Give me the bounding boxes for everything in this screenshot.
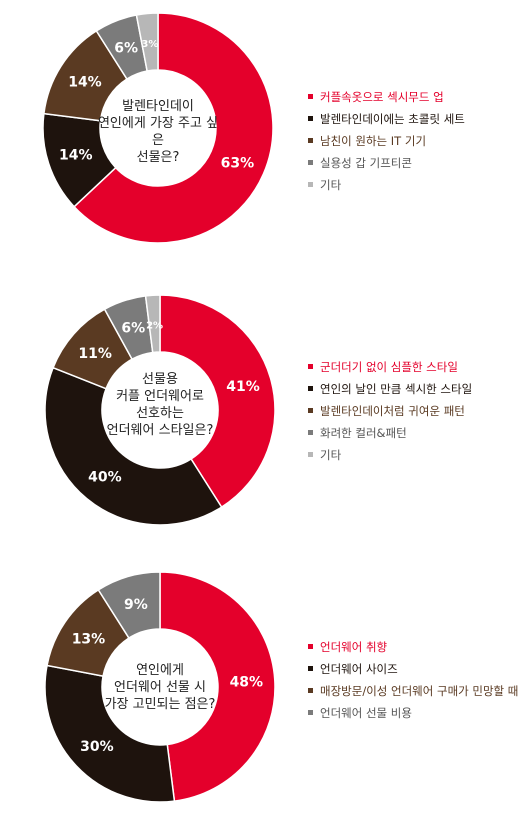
legend-label: 군더더기 없이 심플한 스타일 [320, 360, 458, 374]
slice-1-1 [73, 12, 274, 244]
slice-value-label: 14% [59, 148, 93, 164]
donut-chart-1: 63% 14% 14% 6% 3% [42, 12, 274, 244]
title-line: 연인에게 [136, 663, 184, 678]
title-line: 연인에게 가장 주고 싶은 [97, 116, 219, 148]
legend-swatch [308, 688, 313, 693]
slice-value-label: 14% [68, 75, 102, 91]
slice-2-2 [44, 366, 223, 526]
legend-item: 연인의 날인 만큼 섹시한 스타일 [308, 378, 472, 400]
slice-value-label: 30% [80, 739, 114, 755]
title-line: 커플 언더웨어로 [116, 389, 204, 404]
slice-3-4 [97, 571, 161, 640]
slice-value-label: 63% [221, 155, 255, 171]
title-line: 선물은? [136, 150, 180, 165]
legend-item: 커플속옷으로 섹시무드 업 [308, 86, 465, 108]
slice-value-label: 11% [78, 346, 112, 362]
legend-item: 기타 [308, 174, 465, 196]
title-line: 발렌타인데이 [122, 99, 194, 114]
legend-swatch [308, 138, 313, 143]
slice-value-label: 9% [124, 597, 148, 613]
legend-item: 언더웨어 선물 비용 [308, 702, 518, 724]
legend-swatch [308, 182, 313, 187]
slice-value-label: 13% [72, 631, 106, 647]
legend-item: 실용성 갑 기프티콘 [308, 152, 465, 174]
legend-label: 발렌타인데이에는 초콜릿 세트 [320, 112, 465, 126]
slice-3-2 [44, 664, 176, 803]
title-line: 가장 고민되는 점은? [104, 697, 216, 712]
legend-swatch [308, 364, 313, 369]
title-line: 언더웨어 선물 시 [114, 680, 206, 695]
legend-label: 기타 [320, 178, 342, 192]
legend-swatch [308, 666, 313, 671]
legend-label: 기타 [320, 448, 342, 462]
title-line: 언더웨어 스타일은? [106, 423, 214, 438]
legend-item: 언더웨어 취향 [308, 636, 518, 658]
legend-item: 발렌타인데이에는 초콜릿 세트 [308, 108, 465, 130]
legend-label: 실용성 갑 기프티콘 [320, 156, 412, 170]
legend-label: 매장방문/이성 언더웨어 구매가 민망할 때 [320, 684, 519, 698]
legend-swatch [308, 386, 313, 391]
slice-2-1 [159, 294, 276, 509]
donut-chart-2: 41% 40% 11% 6% 2% [44, 294, 276, 526]
slice-value-label: 3% [141, 39, 158, 50]
legend-label: 화려한 컬러&패턴 [320, 426, 407, 440]
legend-swatch [308, 430, 313, 435]
legend-item: 기타 [308, 444, 472, 466]
legend-label: 언더웨어 사이즈 [320, 662, 398, 676]
legend-swatch [308, 408, 313, 413]
legend-item: 남친이 원하는 IT 기기 [308, 130, 465, 152]
legend-item: 화려한 컬러&패턴 [308, 422, 472, 444]
legend-swatch [308, 710, 313, 715]
legend-item: 언더웨어 사이즈 [308, 658, 518, 680]
legend-label: 연인의 날인 만큼 섹시한 스타일 [320, 382, 473, 396]
legend-label: 남친이 원하는 IT 기기 [320, 134, 427, 148]
legend-label: 언더웨어 취향 [320, 640, 388, 654]
slice-value-label: 41% [226, 379, 260, 395]
slice-3-1 [159, 571, 276, 802]
legend-label: 커플속옷으로 섹시무드 업 [320, 90, 444, 104]
slice-value-label: 40% [88, 470, 122, 486]
slice-value-label: 48% [230, 675, 264, 691]
slice-value-label: 6% [121, 321, 145, 337]
legend-item: 군더더기 없이 심플한 스타일 [308, 356, 472, 378]
legend-label: 언더웨어 선물 비용 [320, 706, 412, 720]
legend-swatch [308, 644, 313, 649]
legend-label: 발렌타인데이처럼 귀여운 패턴 [320, 404, 465, 418]
title-line: 선호하는 [136, 406, 184, 421]
legend-swatch [308, 160, 313, 165]
legend-swatch [308, 94, 313, 99]
legend-item: 매장방문/이성 언더웨어 구매가 민망할 때 [308, 680, 518, 702]
slice-value-label: 2% [146, 321, 163, 332]
slice-1-5 [135, 12, 159, 72]
legend-item: 발렌타인데이처럼 귀여운 패턴 [308, 400, 472, 422]
legend-swatch [308, 116, 313, 121]
donut-chart-3: 48% 30% 13% 9% [44, 571, 276, 803]
legend-swatch [308, 452, 313, 457]
slice-2-5 [144, 294, 161, 354]
slice-value-label: 6% [114, 41, 138, 57]
title-line: 선물용 [142, 372, 178, 387]
